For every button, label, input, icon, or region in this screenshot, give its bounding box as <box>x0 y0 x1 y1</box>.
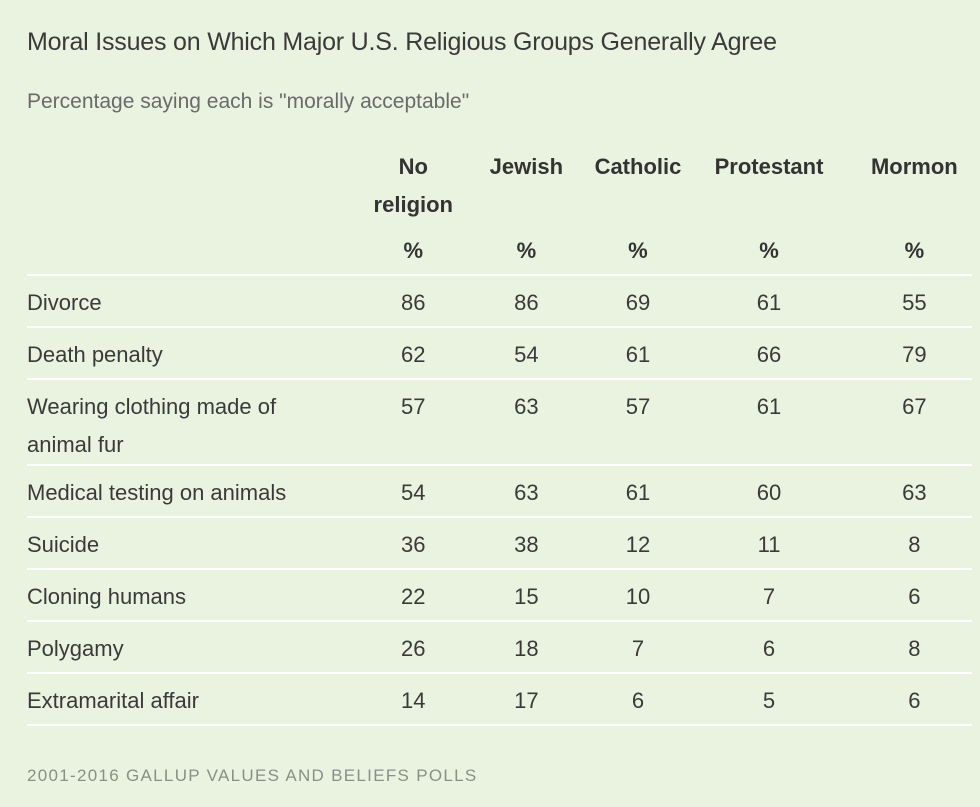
value-cell: 6 <box>856 673 972 726</box>
row-label-line: Extramarital affair <box>27 688 199 713</box>
value-cell: 54 <box>458 327 595 380</box>
unit-header: % <box>759 238 779 263</box>
value-cell: 86 <box>368 275 459 328</box>
row-label: Suicide <box>27 517 369 570</box>
value-cell: 63 <box>856 465 972 518</box>
unit-header: % <box>904 238 925 263</box>
table-row: Cloning humans 22 15 10 7 6 <box>27 569 972 622</box>
value-cell: 62 <box>368 327 459 380</box>
row-label-line: Divorce <box>27 290 102 315</box>
value-cell: 86 <box>458 275 595 328</box>
value-cell: 7 <box>594 621 682 674</box>
row-label: Extramarital affair <box>27 673 369 726</box>
table-row: Extramarital affair 14 17 6 5 6 <box>27 673 972 726</box>
value-cell: 22 <box>368 569 459 622</box>
value-cell: 54 <box>368 465 459 518</box>
value-cell: 66 <box>681 327 857 380</box>
value-cell: 12 <box>594 517 682 570</box>
chart-title: Moral Issues on Which Major U.S. Religio… <box>27 28 777 56</box>
column-header: No religion <box>368 148 458 228</box>
value-cell: 55 <box>856 275 972 328</box>
value-cell: 63 <box>458 465 595 518</box>
value-cell: 57 <box>594 379 682 466</box>
column-header-line: religion <box>373 192 453 217</box>
value-cell: 61 <box>681 379 857 466</box>
table-row: Polygamy 26 18 7 6 8 <box>27 621 972 674</box>
table-row: Death penalty 62 54 61 66 79 <box>27 327 972 380</box>
row-label: Cloning humans <box>27 569 369 622</box>
value-cell: 14 <box>368 673 459 726</box>
row-label-line: Death penalty <box>27 342 163 367</box>
unit-header: % <box>516 238 537 263</box>
row-label-line: Suicide <box>27 532 100 557</box>
value-cell: 57 <box>368 379 459 466</box>
value-cell: 36 <box>368 517 459 570</box>
value-cell: 79 <box>856 327 972 380</box>
column-header: Jewish <box>489 154 564 179</box>
unit-header: % <box>628 238 648 263</box>
value-cell: 61 <box>594 327 682 380</box>
row-label: Medical testing on animals <box>27 465 369 518</box>
value-cell: 38 <box>458 517 595 570</box>
row-label-line: animal fur <box>27 432 124 457</box>
source-footer: 2001-2016 GALLUP VALUES AND BELIEFS POLL… <box>27 766 478 785</box>
value-cell: 61 <box>681 275 857 328</box>
table-body: Divorce 86 86 69 61 55 Death penalty 62 54 61 66 79… <box>27 275 972 726</box>
column-header: Mormon <box>870 154 958 179</box>
value-cell: 60 <box>681 465 857 518</box>
row-label: Death penalty <box>27 327 369 380</box>
unit-header-blank <box>27 228 368 275</box>
value-cell: 6 <box>594 673 682 726</box>
unit-header: % <box>403 238 424 263</box>
value-cell: 8 <box>856 517 972 570</box>
value-cell: 10 <box>594 569 682 622</box>
table-row: Wearing clothing made of animal fur 57 63 57… <box>27 379 972 466</box>
row-label-line: Wearing clothing made of <box>27 394 277 419</box>
value-cell: 17 <box>458 673 595 726</box>
value-cell: 67 <box>856 379 972 466</box>
data-table: No religion Jewish Catholic Protestant M… <box>27 148 972 726</box>
value-cell: 8 <box>856 621 972 674</box>
row-label: Polygamy <box>27 621 369 674</box>
row-label-line: Medical testing on animals <box>27 480 287 505</box>
unit-header-row: % % % % % <box>27 228 972 275</box>
value-cell: 6 <box>681 621 857 674</box>
row-label: Wearing clothing made of animal fur <box>27 379 369 466</box>
table-row: Divorce 86 86 69 61 55 <box>27 275 972 328</box>
value-cell: 69 <box>594 275 682 328</box>
column-header-row: No religion Jewish Catholic Protestant M… <box>27 148 972 228</box>
value-cell: 5 <box>681 673 857 726</box>
value-cell: 7 <box>681 569 857 622</box>
value-cell: 26 <box>368 621 459 674</box>
value-cell: 63 <box>458 379 595 466</box>
value-cell: 6 <box>856 569 972 622</box>
table-row: Medical testing on animals 54 63 61 60 63 <box>27 465 972 518</box>
value-cell: 18 <box>458 621 595 674</box>
value-cell: 61 <box>594 465 682 518</box>
column-header: Protestant <box>714 154 824 179</box>
row-label-line: Polygamy <box>27 636 124 661</box>
chart-subtitle: Percentage saying each is "morally accep… <box>27 90 470 113</box>
column-header: Catholic <box>594 154 682 179</box>
value-cell: 11 <box>681 517 857 570</box>
table-row: Suicide 36 38 12 11 8 <box>27 517 972 570</box>
row-label: Divorce <box>27 275 369 328</box>
column-header-line: No <box>398 154 428 179</box>
value-cell: 15 <box>458 569 595 622</box>
row-label-line: Cloning humans <box>27 584 186 609</box>
column-header-blank <box>27 148 368 228</box>
